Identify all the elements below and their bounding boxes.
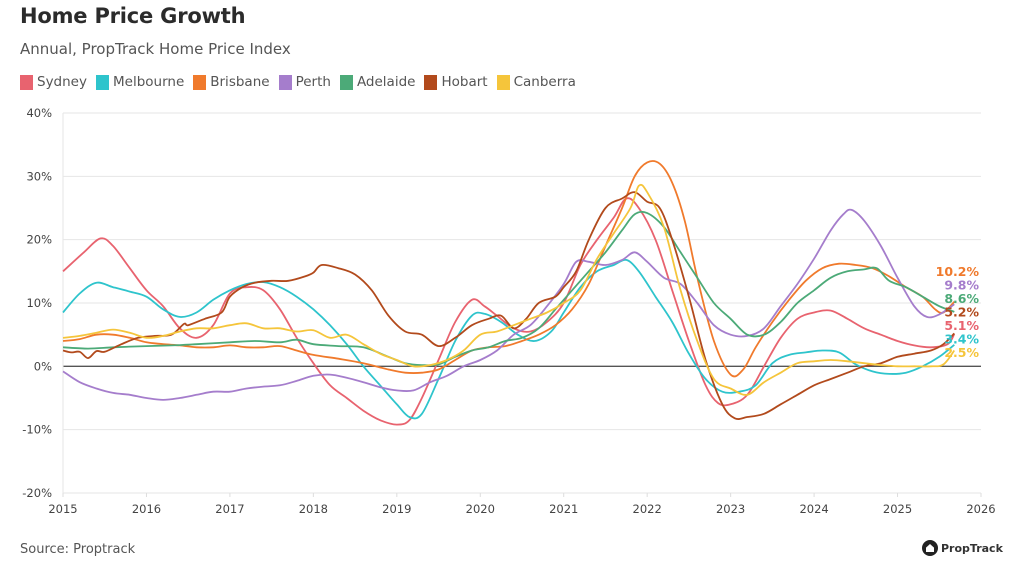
legend-item-melbourne[interactable]: Melbourne (95, 74, 185, 90)
y-tick-label: 10% (26, 296, 52, 310)
x-tick-label: 2019 (382, 502, 411, 516)
legend-label: Brisbane (210, 74, 270, 90)
y-tick-label: 40% (26, 106, 52, 120)
x-tick-label: 2016 (132, 502, 161, 516)
source-note: Source: Proptrack (20, 542, 136, 557)
end-label-perth: 9.8% (944, 278, 979, 293)
legend-label: Hobart (441, 74, 488, 90)
y-tick-label: 30% (26, 169, 52, 183)
end-label-adelaide: 8.6% (944, 291, 979, 306)
end-label-brisbane: 10.2% (936, 264, 980, 279)
legend-item-perth[interactable]: Perth (278, 74, 331, 90)
legend-swatch (339, 74, 353, 90)
series-line-brisbane (62, 160, 955, 378)
x-tick-label: 2015 (48, 502, 77, 516)
brand-name: PropTrack (941, 541, 1003, 555)
x-tick-label: 2021 (549, 502, 578, 516)
legend-item-hobart[interactable]: Hobart (424, 74, 488, 90)
y-tick-label: -10% (22, 423, 52, 437)
x-axis-ticks: 2015 2016 2017 2018 2019 2020 2021 2022 2023 2024… (48, 493, 996, 516)
series-line-melbourne (62, 258, 955, 420)
series-line-hobart (62, 191, 955, 420)
legend-label: Sydney (37, 74, 87, 90)
x-tick-label: 2022 (633, 502, 662, 516)
legend-item-canberra[interactable]: Canberra (496, 74, 576, 90)
line-chart: 40%30%20%10%0%-10%-20% 2015 2016 2017 2018 2… (22, 106, 996, 516)
end-label-hobart: 5.2% (944, 305, 979, 320)
x-tick-label: 2024 (799, 502, 828, 516)
legend-swatch (193, 74, 207, 90)
legend-label: Adelaide (356, 74, 416, 90)
y-tick-label: -20% (22, 486, 52, 500)
end-label-sydney: 5.1% (944, 318, 979, 333)
legend-swatch (424, 74, 438, 90)
end-label-melbourne: 3.4% (944, 332, 979, 347)
end-labels: 10.2%9.8%8.6%5.2%5.1%3.4%2.5% (936, 264, 980, 360)
legend-label: Melbourne (112, 74, 185, 90)
chart-subtitle: Annual, PropTrack Home Price Index (20, 40, 291, 58)
series-lines (62, 160, 956, 426)
x-tick-label: 2026 (966, 502, 995, 516)
x-tick-label: 2017 (215, 502, 244, 516)
y-tick-label: 20% (26, 233, 52, 247)
legend-item-brisbane[interactable]: Brisbane (193, 74, 270, 90)
end-label-canberra: 2.5% (944, 345, 979, 360)
x-tick-label: 2025 (883, 502, 912, 516)
x-tick-label: 2020 (466, 502, 495, 516)
y-axis-ticks: 40% 30% 20% 10% 0% -10% -20% (22, 106, 52, 500)
series-line-canberra (62, 183, 956, 396)
chart-title: Home Price Growth (20, 4, 246, 28)
brand-logo: PropTrack (922, 540, 1003, 556)
house-icon (922, 540, 938, 556)
gridlines (62, 112, 982, 497)
x-tick-label: 2018 (299, 502, 328, 516)
legend-label: Perth (295, 74, 331, 90)
chart-legend: Sydney Melbourne Brisbane Perth Adelaide Hoba… (20, 74, 585, 90)
x-tick-label: 2023 (716, 502, 745, 516)
legend-swatch (95, 74, 109, 90)
y-tick-label: 0% (34, 359, 52, 373)
legend-swatch (496, 74, 510, 90)
legend-item-adelaide[interactable]: Adelaide (339, 74, 416, 90)
series-line-adelaide (62, 210, 955, 367)
series-line-perth (62, 208, 955, 401)
legend-label: Canberra (513, 74, 576, 90)
legend-swatch (20, 74, 33, 90)
legend-swatch (278, 74, 292, 90)
legend-item-sydney[interactable]: Sydney (20, 74, 87, 90)
